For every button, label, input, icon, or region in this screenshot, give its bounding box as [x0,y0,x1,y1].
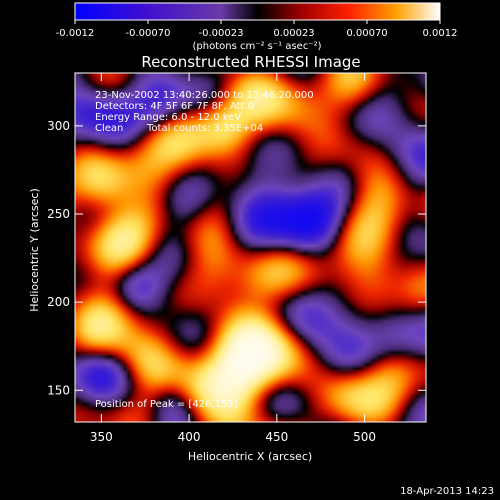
x-tick-label: 350 [90,430,113,444]
colorbar [74,2,441,21]
colorbar-tick-label: -0.0012 [56,28,95,39]
annotation-energy: Energy Range: 6.0 - 12.0 keV [95,112,241,123]
annotation-counts: Total counts: 3.35E+04 [146,123,263,134]
plot-frame [74,72,427,423]
footer-timestamp: 18-Apr-2013 14:23 [400,486,494,497]
annotation-detectors: Detectors: 4F 5F 6F 7F 8F, Att 0 [95,101,254,112]
annotation-method: Clean [95,123,123,134]
y-tick-label: 200 [47,295,70,309]
y-tick-label: 150 [47,383,70,397]
annotation-time: 23-Nov-2002 13:40:26.000 to 13:46:20.000 [95,90,314,101]
colorbar-tick-label: -0.00070 [126,28,171,39]
chart-title: Reconstructed RHESSI Image [141,53,360,71]
colorbar-tick-label: -0.00023 [199,28,244,39]
colorbar-tick-labels: -0.0012 -0.00070 -0.00023 0.00023 0.00070 0.0… [56,28,458,39]
axis-tick-marks [75,73,426,422]
x-tick-labels: 350 400 450 500 [90,430,376,444]
x-tick-label: 500 [353,430,376,444]
y-tick-label: 250 [47,207,70,221]
y-tick-label: 300 [47,119,70,133]
heatmap-image [75,73,426,422]
colorbar-tick-label: 0.00070 [346,28,387,39]
colorbar-units: (photons cm⁻² s⁻¹ asec⁻²) [192,41,321,52]
colorbar-tick-marks [74,20,441,24]
annotation-peak: Position of Peak = [426,155] [95,399,238,410]
colorbar-tick-label: 0.00023 [273,28,314,39]
y-tick-labels: 150 200 250 300 [47,119,70,397]
x-tick-label: 400 [178,430,201,444]
x-axis-label: Heliocentric X (arcsec) [188,450,312,463]
y-axis-label: Heliocentric Y (arcsec) [28,188,41,312]
colorbar-tick-label: 0.0012 [423,28,458,39]
x-tick-label: 450 [265,430,288,444]
